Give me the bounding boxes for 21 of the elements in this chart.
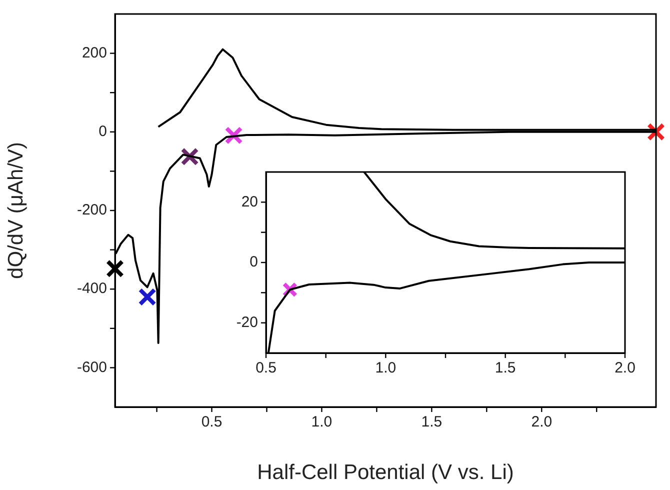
x-tick-label: 1.5 [421,414,442,431]
y-tick-label: -400 [76,280,107,298]
x-tick-label: 1.5 [494,360,516,377]
point [646,122,666,141]
x-tick-label: 2.0 [614,360,636,377]
y-tick-label: 200 [82,44,107,62]
y-tick-label: -20 [236,314,258,331]
point [106,260,124,278]
y-tick-label: 0 [250,254,258,271]
x-tick-label: 1.0 [375,360,396,377]
x-axis-title: Half-Cell Potential (V vs. Li) [257,461,514,484]
x-tick-label: 1.0 [311,414,332,431]
y-tick-label: 0 [98,123,107,140]
y-axis-title: dQ/dV (μAh/V) [4,142,28,279]
x-tick-label: 0.5 [201,414,222,431]
x-tick-label: 2.0 [531,414,552,431]
y-tick-label: -200 [76,202,107,219]
y-tick-label: 20 [241,193,258,210]
x-tick-label: 0.5 [256,360,276,377]
y-tick-label: -600 [76,358,107,376]
point [138,288,156,306]
